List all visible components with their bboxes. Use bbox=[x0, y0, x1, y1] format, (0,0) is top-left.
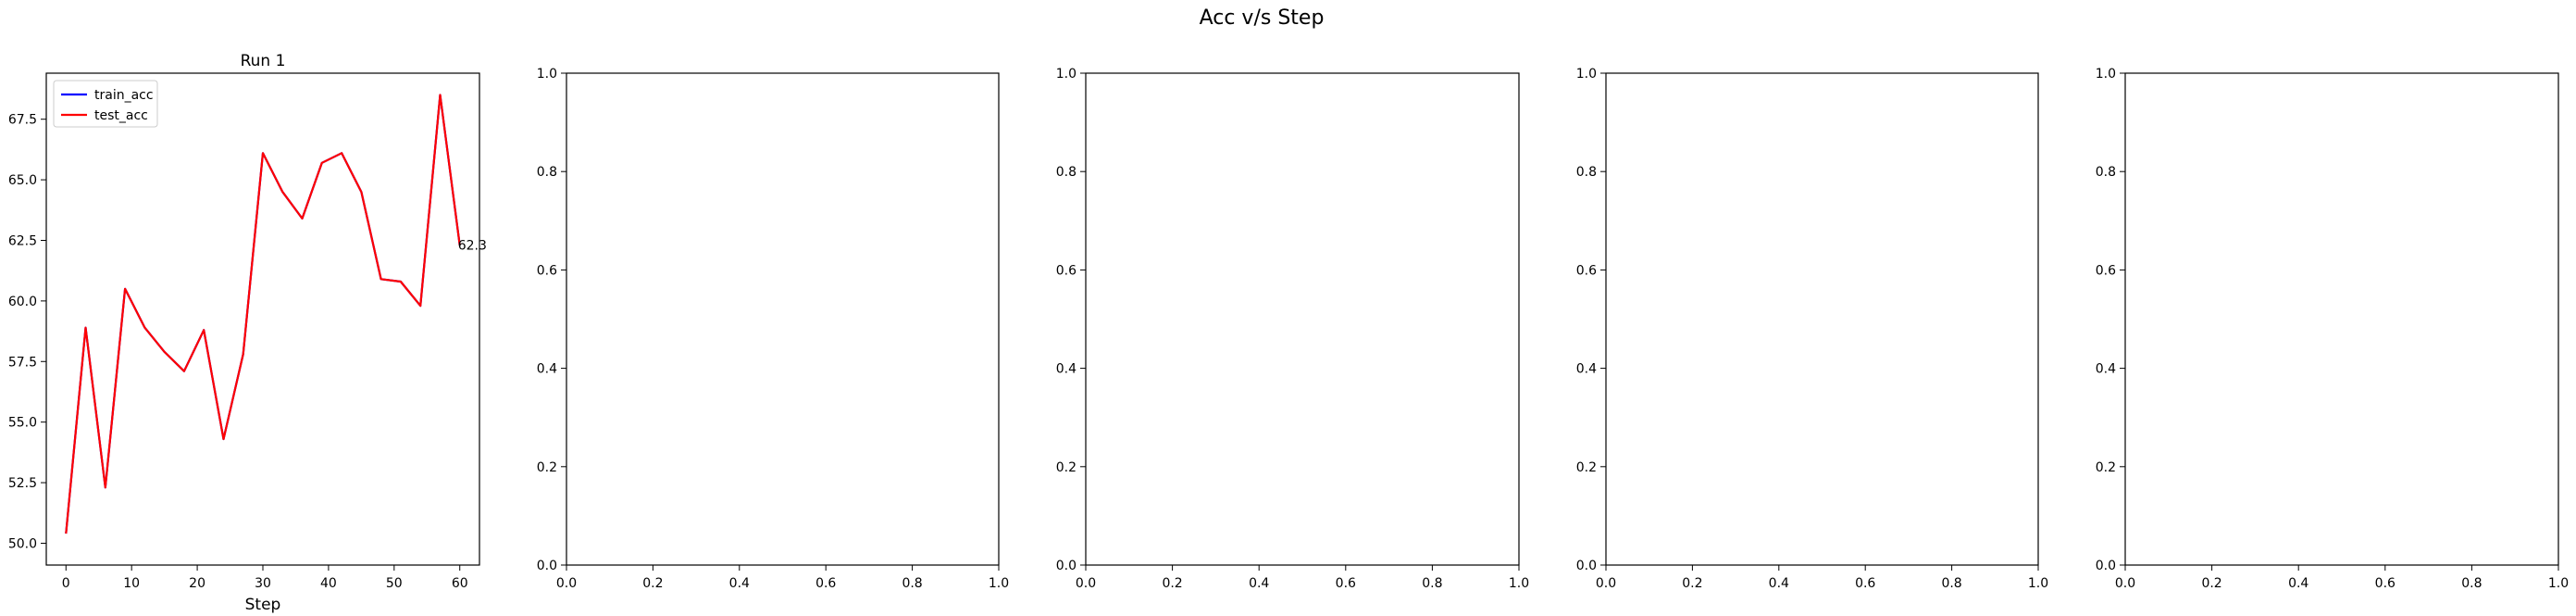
subplot-4-y-tick-label: 0.0 bbox=[1576, 559, 1597, 573]
subplot-3-y-tick-label: 0.0 bbox=[1056, 559, 1076, 573]
subplot-3-x-tick-label: 0.6 bbox=[1336, 576, 1356, 591]
subplot-5-x-tick-label: 1.0 bbox=[2548, 576, 2569, 591]
subplot-2-y-tick-label: 0.4 bbox=[537, 362, 557, 377]
subplot-1-x-tick-label: 60 bbox=[452, 576, 468, 591]
subplot-3-axes-frame bbox=[1085, 72, 1520, 566]
subplot-2-x-tick-label: 0.6 bbox=[815, 576, 836, 591]
subplot-4-x-tick-label: 0.4 bbox=[1769, 576, 1789, 591]
subplot-2-y-tick-label: 1.0 bbox=[537, 67, 557, 82]
subplot-1-y-tick-label: 55.0 bbox=[8, 416, 37, 431]
subplot-5-y-tick-label: 0.0 bbox=[2096, 559, 2116, 573]
subplot-1-y-tick-label: 65.0 bbox=[8, 173, 37, 188]
subplot-3-y-tick-label: 0.2 bbox=[1056, 460, 1076, 475]
subplot-1-x-tick-label: 50 bbox=[386, 576, 403, 591]
subplot-4-y-tick-label: 0.4 bbox=[1576, 362, 1597, 377]
subplot-1-x-tick-label: 20 bbox=[189, 576, 205, 591]
subplot-5-x-tick-label: 0.2 bbox=[2201, 576, 2221, 591]
subplot-1-y-tick-label: 50.0 bbox=[8, 536, 37, 551]
subplot-3: 0.0 0.2 0.4 0.6 0.8 1.0 0.0 0.2 0.4 0.6 0.8 1.0 bbox=[1056, 67, 1529, 591]
subplot-5-x-tick-label: 0.0 bbox=[2115, 576, 2135, 591]
subplot-1-x-axis-label: Step bbox=[245, 596, 281, 614]
subplot-5-y-tick-label: 0.2 bbox=[2096, 460, 2116, 475]
subplot-4-y-tick-label: 0.2 bbox=[1576, 460, 1597, 475]
subplot-5-y-tick-label: 1.0 bbox=[2096, 67, 2116, 82]
subplot-1-legend-label-train-acc: train_acc bbox=[94, 88, 154, 103]
subplots: 0 10 20 30 40 50 60 50.0 52.5 55.0 57.5 60.0 62.5 65.… bbox=[8, 52, 2569, 614]
subplot-5-x-tick-label: 0.6 bbox=[2375, 576, 2396, 591]
subplot-4-x-tick-label: 0.0 bbox=[1596, 576, 1616, 591]
subplot-2-y-tick-label: 0.0 bbox=[537, 559, 557, 573]
subplot-4-y-tick-label: 1.0 bbox=[1576, 67, 1597, 82]
subplot-1-y-tick-label: 67.5 bbox=[8, 113, 37, 128]
subplot-3-x-tick-label: 0.8 bbox=[1422, 576, 1442, 591]
subplot-4-axes-frame bbox=[1605, 72, 2039, 566]
subplot-2-x-tick-label: 0.4 bbox=[729, 576, 750, 591]
subplot-3-x-tick-label: 0.2 bbox=[1162, 576, 1182, 591]
subplot-5-y-tick-label: 0.6 bbox=[2096, 263, 2116, 278]
subplot-4: 0.0 0.2 0.4 0.6 0.8 1.0 0.0 0.2 0.4 0.6 0.8 1.0 bbox=[1576, 67, 2048, 591]
subplot-4-x-tick-label: 0.8 bbox=[1941, 576, 1961, 591]
subplot-2-x-tick-label: 0.2 bbox=[642, 576, 663, 591]
subplot-1-data-label: 62.3 bbox=[458, 239, 487, 254]
subplot-1-y-tick-label: 62.5 bbox=[8, 233, 37, 248]
subplot-4-x-tick-label: 0.2 bbox=[1682, 576, 1702, 591]
subplot-1-axes-frame bbox=[45, 72, 480, 566]
subplot-4-y-tick-label: 0.8 bbox=[1576, 165, 1597, 180]
subplot-1-y-tick-label: 60.0 bbox=[8, 295, 37, 309]
subplot-1-x-tick-label: 0 bbox=[62, 576, 70, 591]
subplot-2: 0.0 0.2 0.4 0.6 0.8 1.0 0.0 0.2 0.4 0.6 0.8 1.0 bbox=[537, 67, 1009, 591]
subplot-3-x-tick-label: 0.0 bbox=[1076, 576, 1096, 591]
subplot-5-y-tick-label: 0.8 bbox=[2096, 165, 2116, 180]
subplot-3-y-tick-label: 1.0 bbox=[1056, 67, 1076, 82]
subplot-1-series-test-acc-line bbox=[65, 94, 461, 534]
subplot-5-x-tick-label: 0.4 bbox=[2288, 576, 2308, 591]
subplot-2-y-tick-label: 0.2 bbox=[537, 460, 557, 475]
subplot-2-x-tick-label: 1.0 bbox=[989, 576, 1009, 591]
subplot-2-x-tick-label: 0.8 bbox=[902, 576, 922, 591]
subplot-3-y-tick-label: 0.4 bbox=[1056, 362, 1076, 377]
subplot-2-axes-frame bbox=[566, 72, 1000, 566]
subplot-1-legend-label-test-acc: test_acc bbox=[94, 108, 148, 123]
subplot-2-y-tick-label: 0.8 bbox=[537, 165, 557, 180]
subplot-5-x-tick-label: 0.8 bbox=[2461, 576, 2482, 591]
subplot-1-x-tick-label: 40 bbox=[320, 576, 337, 591]
subplot-1-y-tick-label: 52.5 bbox=[8, 476, 37, 491]
subplot-4-x-tick-label: 1.0 bbox=[2028, 576, 2048, 591]
subplot-1: 0 10 20 30 40 50 60 50.0 52.5 55.0 57.5 60.0 62.5 65.… bbox=[8, 52, 487, 614]
subplot-3-x-tick-label: 0.4 bbox=[1249, 576, 1269, 591]
subplot-1-y-tick-label: 57.5 bbox=[8, 355, 37, 370]
subplot-1-x-tick-label: 30 bbox=[255, 576, 271, 591]
subplot-5-y-tick-label: 0.4 bbox=[2096, 362, 2116, 377]
subplot-3-y-tick-label: 0.6 bbox=[1056, 263, 1076, 278]
subplot-1-title: Run 1 bbox=[241, 52, 286, 70]
subplot-4-x-tick-label: 0.6 bbox=[1855, 576, 1875, 591]
subplot-5: 0.0 0.2 0.4 0.6 0.8 1.0 0.0 0.2 0.4 0.6 0.8 1.0 bbox=[2096, 67, 2569, 591]
figure-suptitle: Acc v/s Step bbox=[1200, 6, 1325, 30]
subplot-3-x-tick-label: 1.0 bbox=[1509, 576, 1529, 591]
subplot-5-axes-frame bbox=[2124, 72, 2559, 566]
subplot-3-y-tick-label: 0.8 bbox=[1056, 165, 1076, 180]
subplot-1-x-tick-label: 10 bbox=[123, 576, 140, 591]
subplot-2-y-tick-label: 0.6 bbox=[537, 263, 557, 278]
subplot-2-x-tick-label: 0.0 bbox=[556, 576, 577, 591]
subplot-4-y-tick-label: 0.6 bbox=[1576, 263, 1597, 278]
